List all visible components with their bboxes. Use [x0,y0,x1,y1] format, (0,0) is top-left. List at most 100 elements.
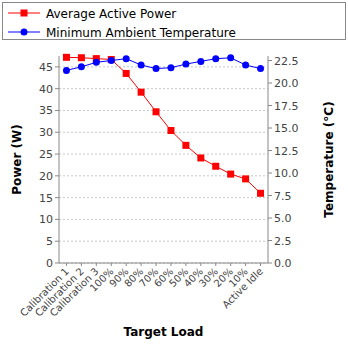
tick [268,105,272,106]
series-group [63,54,264,197]
tick [81,263,82,266]
y2-axis [268,56,269,263]
series-line [66,57,260,193]
tick-label: 0 [46,257,53,270]
marker [138,62,145,69]
tick [55,219,59,220]
y-axis [59,56,60,263]
tick-label: 10.0 [274,167,299,180]
marker [108,57,115,64]
y2-axis-title: Temperature (°C) [322,101,336,217]
tick [268,150,272,151]
tick [268,83,272,84]
legend [3,3,346,40]
tick-label: 25 [39,148,53,161]
tick [111,263,112,266]
marker [227,54,234,61]
tick [55,241,59,242]
tick-label: 35 [39,104,53,117]
tick-label: 20.0 [274,77,299,90]
grid-line [59,219,268,220]
tick-label: 2.5 [274,235,292,248]
tick [268,195,272,196]
grid-line [59,154,268,155]
marker [78,63,85,70]
grid-line [59,197,268,198]
tick-label: 20 [39,170,53,183]
marker [197,154,204,161]
grid-line [59,110,268,111]
tick-label: 17.5 [274,100,299,113]
marker [212,55,219,62]
tick-label: 10 [39,213,53,226]
tick-label: 15.0 [274,122,299,135]
tick-label: 22.5 [274,55,299,68]
tick [55,88,59,89]
marker [63,67,70,74]
tick [66,263,67,266]
grid-line [59,132,268,133]
legend-marker [21,29,28,36]
marker [167,64,174,71]
chart: 0510152025303540450.02.55.07.510.012.515… [0,0,348,348]
tick [170,263,171,266]
tick [185,263,186,266]
marker [153,108,160,115]
marker [242,175,249,182]
tick [268,128,272,129]
marker [63,54,70,61]
grid-line [59,263,268,264]
tick-label: 12.5 [274,145,299,158]
y-axis-title: Power (W) [10,124,24,195]
legend-label: Average Active Power [46,7,176,21]
tick [96,263,97,266]
tick [55,197,59,198]
tick [260,263,261,266]
tick-label: 45 [39,61,53,74]
marker [257,65,264,72]
tick-label: 7.5 [274,190,292,203]
marker [257,190,264,197]
tick-label: 5.0 [274,212,292,225]
marker [197,58,204,65]
grid-line [59,66,268,67]
tick [268,60,272,61]
tick [141,263,142,266]
tick [268,218,272,219]
tick [200,263,201,266]
marker [123,70,130,77]
tick [215,263,216,266]
marker [227,171,234,178]
grid-line [59,241,268,242]
tick-label: 30 [39,126,53,139]
marker [242,62,249,69]
tick [230,263,231,266]
marker [153,65,160,72]
tick [268,240,272,241]
tick [126,263,127,266]
marker [78,54,85,61]
tick [268,263,272,264]
tick-label: 0.0 [274,257,292,270]
tick [55,110,59,111]
tick [55,154,59,155]
tick-label: 15 [39,192,53,205]
marker [123,55,130,62]
marker [138,89,145,96]
marker [93,59,100,66]
tick [245,263,246,266]
tick [268,173,272,174]
x-axis-title: Target Load [124,325,204,339]
plot-area [59,56,268,263]
tick-label: 40 [39,83,53,96]
x-axis [59,263,268,264]
tick [55,263,59,264]
tick [55,132,59,133]
marker [212,163,219,170]
marker [182,142,189,149]
marker [182,61,189,68]
tick [55,66,59,67]
legend-label: Minimum Ambient Temperature [46,26,236,40]
tick [55,175,59,176]
legend-marker [21,10,28,17]
